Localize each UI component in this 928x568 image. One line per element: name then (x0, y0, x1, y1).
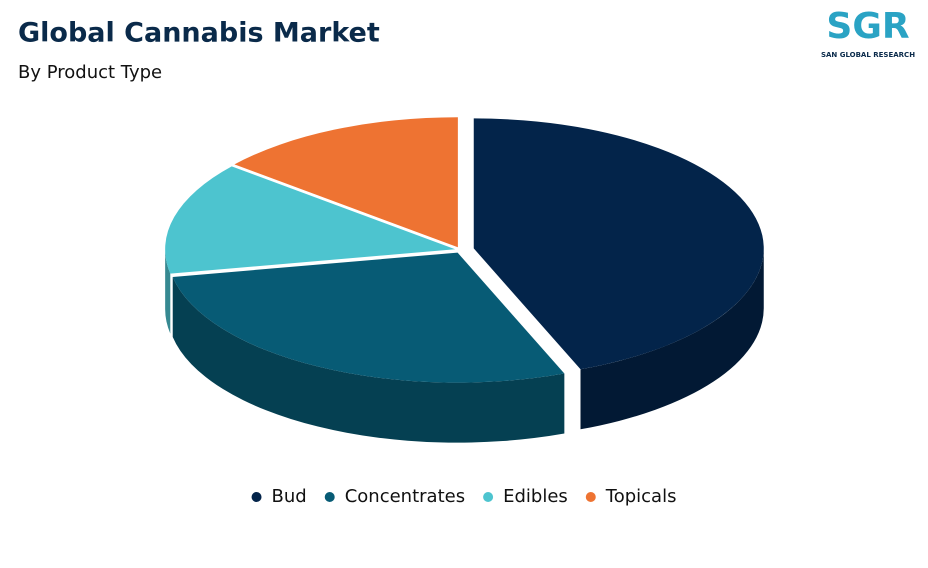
legend-marker (251, 492, 262, 502)
legend-marker (483, 492, 494, 502)
slice (172, 252, 565, 383)
legend-label: Topicals (605, 486, 677, 507)
logo-caption: SAN GLOBAL RESEARCH (821, 51, 915, 59)
chart-subtitle: By Product Type (18, 62, 162, 83)
chart-title: Global Cannabis Market (18, 18, 380, 49)
legend-label: Concentrates (345, 486, 465, 507)
legend-marker (585, 492, 596, 502)
pie (165, 117, 764, 443)
logo-text: SGR (826, 6, 909, 47)
slice (473, 118, 764, 370)
slice (165, 166, 456, 274)
slice-side (580, 248, 764, 430)
legend-label: Edibles (503, 486, 568, 507)
legend: Bud Concentrates Edibles Topicals (251, 486, 677, 507)
slice-side (172, 276, 565, 443)
legend-marker (324, 492, 335, 502)
legend-label: Bud (272, 486, 307, 507)
slice-side (165, 249, 171, 334)
slice (234, 117, 458, 248)
